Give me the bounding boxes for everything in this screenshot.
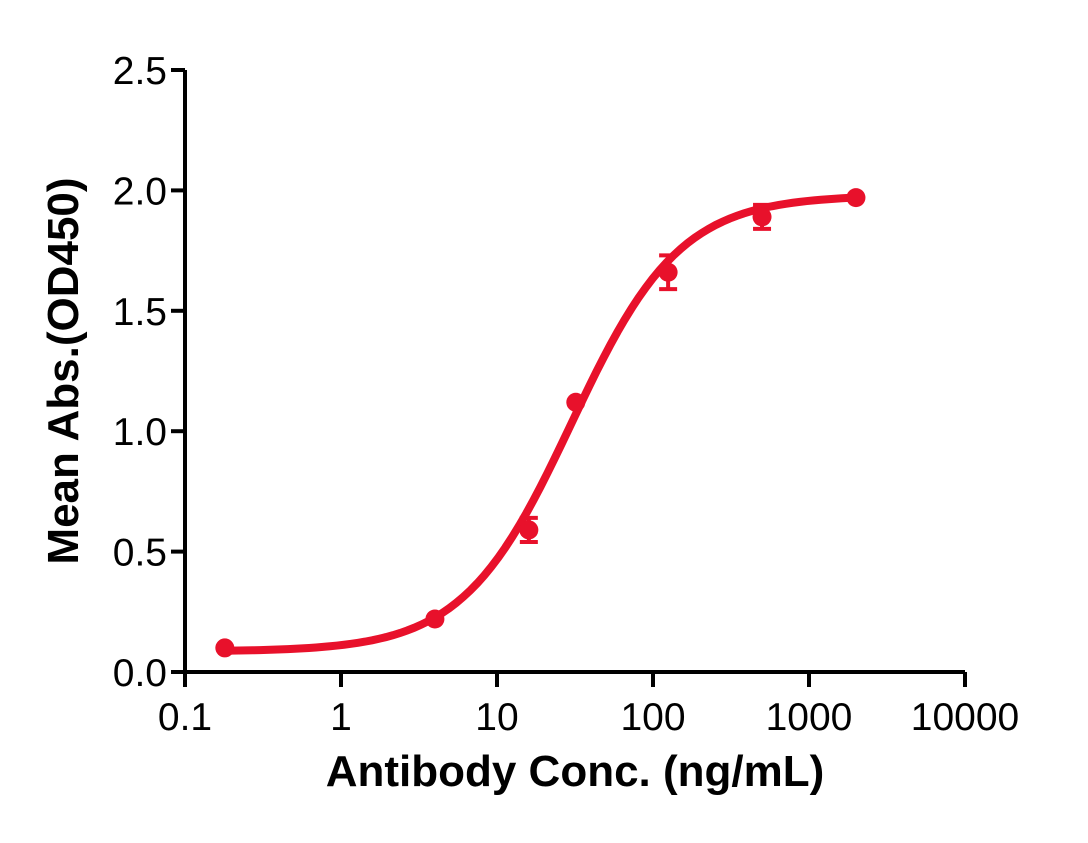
x-tick-label: 1 — [330, 696, 352, 739]
x-tick-label: 10000 — [911, 696, 1019, 739]
data-point — [752, 207, 772, 227]
data-point — [425, 609, 445, 629]
y-tick-label: 2.0 — [113, 170, 167, 213]
data-point — [658, 262, 678, 282]
y-tick-label: 0.5 — [113, 532, 167, 575]
x-tick-label: 10 — [475, 696, 518, 739]
data-point — [566, 392, 586, 412]
fit-curve — [220, 193, 860, 655]
y-tick-label: 1.0 — [113, 411, 167, 454]
data-point — [846, 188, 866, 208]
x-tick-label: 1000 — [766, 696, 853, 739]
x-tick-label: 0.1 — [158, 696, 212, 739]
data-point — [215, 638, 235, 658]
y-tick-label: 0.0 — [113, 652, 167, 695]
y-tick-label: 1.5 — [113, 291, 167, 334]
x-axis-title: Antibody Conc. (ng/mL) — [325, 747, 825, 796]
x-tick-label: 100 — [620, 696, 685, 739]
y-tick-label: 2.5 — [113, 50, 167, 93]
data-point — [519, 520, 539, 540]
y-axis-title: Mean Abs.(OD450) — [38, 177, 88, 565]
